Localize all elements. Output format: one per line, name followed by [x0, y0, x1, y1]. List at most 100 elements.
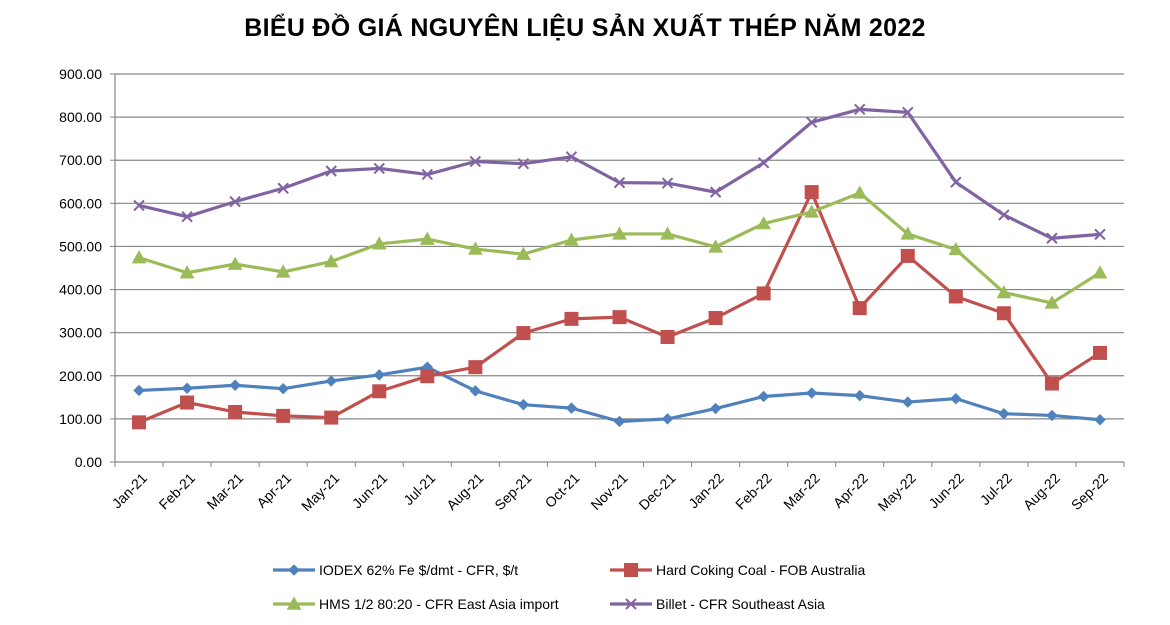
data-point: [469, 385, 482, 397]
data-point: [661, 177, 674, 189]
series-2: [132, 185, 1107, 430]
series-3: [131, 185, 1108, 309]
x-tick-label: Jun-21: [349, 470, 391, 512]
data-point: [277, 182, 289, 194]
data-point: [325, 375, 337, 387]
chart-title: BIỂU ĐỒ GIÁ NGUYÊN LIỆU SẢN XUẤT THÉP NĂ…: [244, 14, 926, 42]
data-point: [996, 306, 1011, 321]
data-point: [708, 311, 723, 326]
data-point: [323, 254, 339, 268]
legend-label: Hard Coking Coal - FOB Australia: [656, 562, 866, 578]
y-tick-label: 300.00: [59, 325, 102, 341]
data-point: [1044, 295, 1060, 309]
data-point: [900, 226, 916, 240]
x-tick-label: Sep-21: [491, 470, 534, 513]
data-point: [757, 157, 770, 169]
data-point: [950, 176, 962, 188]
data-point: [468, 241, 483, 255]
axes: [110, 73, 1125, 467]
x-tick-label: Jul-22: [977, 470, 1015, 508]
data-point: [613, 415, 626, 428]
data-point: [516, 326, 531, 341]
data-point: [612, 226, 627, 240]
y-tick-label: 200.00: [59, 368, 102, 384]
data-point: [564, 232, 579, 246]
legend-label: IODEX 62% Fe $/dmt - CFR, $/t: [319, 562, 518, 578]
x-tick-label: Mar-22: [780, 470, 823, 513]
data-point: [371, 236, 387, 250]
data-point: [998, 209, 1010, 221]
legend-item: IODEX 62% Fe $/dmt - CFR, $/t: [273, 562, 518, 578]
data-point: [277, 383, 289, 395]
y-tick-label: 100.00: [59, 411, 102, 427]
x-tick-label: May-21: [298, 470, 342, 514]
legend-marker: [286, 596, 302, 610]
data-point: [708, 239, 723, 253]
x-tick-label: Aug-22: [1020, 470, 1063, 513]
data-point: [229, 195, 241, 208]
data-point: [709, 186, 722, 198]
series-line: [138, 107, 1101, 240]
data-point: [661, 413, 674, 425]
series-4: [133, 103, 1106, 244]
data-point: [373, 162, 385, 175]
data-point: [613, 176, 626, 189]
data-point: [421, 168, 434, 181]
x-tick-label: Oct-21: [542, 470, 583, 511]
data-point: [660, 329, 675, 344]
data-point: [181, 382, 193, 394]
x-tick-label: Aug-21: [443, 470, 486, 513]
data-point: [227, 256, 243, 270]
data-point: [1046, 232, 1058, 244]
x-tick-label: Dec-21: [635, 470, 678, 513]
legend-marker: [624, 563, 638, 577]
data-point: [469, 155, 482, 168]
data-point: [757, 390, 770, 403]
data-point: [854, 389, 866, 402]
data-point: [852, 185, 868, 199]
data-point: [324, 410, 339, 425]
x-tick-label: Jun-22: [925, 470, 967, 512]
data-point: [805, 116, 818, 128]
data-point: [276, 408, 291, 423]
data-point: [948, 289, 963, 304]
data-point: [948, 241, 964, 256]
data-point: [517, 398, 530, 411]
data-point: [804, 185, 819, 200]
y-tick-label: 0.00: [75, 454, 102, 470]
data-point: [756, 286, 771, 301]
data-point: [709, 402, 722, 415]
gridlines: [115, 73, 1124, 420]
data-point: [1094, 414, 1106, 426]
data-point: [854, 103, 866, 116]
data-point: [133, 384, 145, 397]
x-tick-label: Jan-22: [685, 470, 727, 512]
y-tick-label: 700.00: [59, 152, 102, 168]
data-point: [902, 396, 914, 408]
legend-marker: [288, 564, 300, 576]
x-tick-label: Jan-21: [109, 470, 151, 512]
data-point: [179, 265, 195, 279]
data-point: [131, 250, 147, 264]
data-point: [1046, 409, 1058, 422]
x-tick-label: Sep-22: [1068, 470, 1111, 513]
data-point: [902, 106, 914, 119]
data-point: [756, 216, 771, 230]
x-tick-label: Nov-21: [587, 470, 630, 513]
data-point: [180, 395, 195, 410]
legend-marker: [625, 598, 637, 610]
legend: IODEX 62% Fe $/dmt - CFR, $/t Hard Coking…: [273, 562, 866, 612]
data-point: [1044, 376, 1059, 391]
data-point: [660, 226, 675, 240]
data-point: [181, 210, 193, 223]
data-point: [325, 165, 337, 177]
y-tick-label: 400.00: [59, 282, 102, 298]
x-tick-label: Mar-21: [204, 470, 247, 513]
data-point: [565, 151, 578, 163]
x-tick-label: Apr-22: [830, 470, 871, 511]
x-tick-label: Jul-21: [400, 470, 438, 508]
x-axis-tick-labels: Jan-21 Feb-21 Mar-21 Apr-21 May-21 Jun-21 Jul-…: [109, 470, 1112, 514]
series-1: [133, 361, 1106, 428]
x-tick-label: May-22: [875, 470, 919, 514]
